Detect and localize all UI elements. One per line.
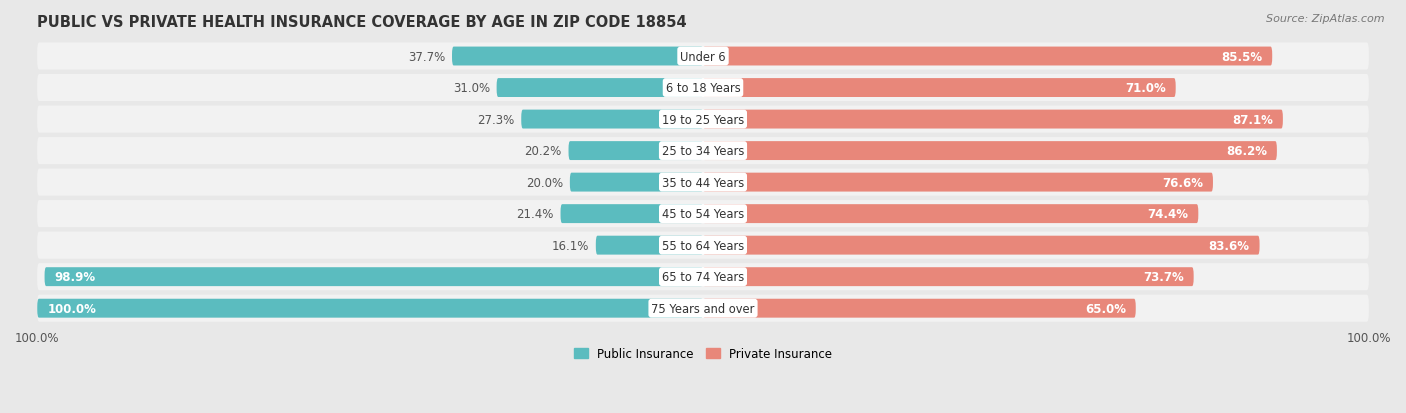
- Text: 74.4%: 74.4%: [1147, 208, 1188, 221]
- Text: 98.9%: 98.9%: [55, 271, 96, 283]
- FancyBboxPatch shape: [37, 138, 1369, 165]
- Text: 19 to 25 Years: 19 to 25 Years: [662, 113, 744, 126]
- FancyBboxPatch shape: [37, 43, 1369, 70]
- Text: 35 to 44 Years: 35 to 44 Years: [662, 176, 744, 189]
- Text: 86.2%: 86.2%: [1226, 145, 1267, 158]
- FancyBboxPatch shape: [569, 173, 703, 192]
- FancyBboxPatch shape: [37, 75, 1369, 102]
- Text: 100.0%: 100.0%: [48, 302, 96, 315]
- FancyBboxPatch shape: [37, 232, 1369, 259]
- Text: 25 to 34 Years: 25 to 34 Years: [662, 145, 744, 158]
- Text: 65 to 74 Years: 65 to 74 Years: [662, 271, 744, 283]
- Text: 55 to 64 Years: 55 to 64 Years: [662, 239, 744, 252]
- FancyBboxPatch shape: [522, 110, 703, 129]
- Legend: Public Insurance, Private Insurance: Public Insurance, Private Insurance: [569, 342, 837, 365]
- Text: 65.0%: 65.0%: [1085, 302, 1126, 315]
- Text: 31.0%: 31.0%: [453, 82, 489, 95]
- Text: 75 Years and over: 75 Years and over: [651, 302, 755, 315]
- FancyBboxPatch shape: [37, 299, 703, 318]
- Text: Source: ZipAtlas.com: Source: ZipAtlas.com: [1267, 14, 1385, 24]
- Text: 37.7%: 37.7%: [408, 50, 446, 63]
- FancyBboxPatch shape: [561, 205, 703, 223]
- Text: PUBLIC VS PRIVATE HEALTH INSURANCE COVERAGE BY AGE IN ZIP CODE 18854: PUBLIC VS PRIVATE HEALTH INSURANCE COVER…: [37, 15, 688, 30]
- Text: 85.5%: 85.5%: [1220, 50, 1263, 63]
- FancyBboxPatch shape: [37, 106, 1369, 133]
- Text: 20.2%: 20.2%: [524, 145, 562, 158]
- FancyBboxPatch shape: [703, 47, 1272, 66]
- FancyBboxPatch shape: [703, 299, 1136, 318]
- FancyBboxPatch shape: [703, 268, 1194, 287]
- Text: 16.1%: 16.1%: [551, 239, 589, 252]
- FancyBboxPatch shape: [703, 142, 1277, 161]
- FancyBboxPatch shape: [45, 268, 703, 287]
- FancyBboxPatch shape: [37, 263, 1369, 290]
- FancyBboxPatch shape: [703, 110, 1282, 129]
- FancyBboxPatch shape: [703, 79, 1175, 98]
- Text: 27.3%: 27.3%: [478, 113, 515, 126]
- FancyBboxPatch shape: [37, 201, 1369, 228]
- Text: 6 to 18 Years: 6 to 18 Years: [665, 82, 741, 95]
- FancyBboxPatch shape: [496, 79, 703, 98]
- FancyBboxPatch shape: [703, 205, 1198, 223]
- Text: 21.4%: 21.4%: [516, 208, 554, 221]
- FancyBboxPatch shape: [37, 295, 1369, 322]
- Text: 73.7%: 73.7%: [1143, 271, 1184, 283]
- Text: 20.0%: 20.0%: [526, 176, 564, 189]
- Text: 71.0%: 71.0%: [1125, 82, 1166, 95]
- Text: 87.1%: 87.1%: [1232, 113, 1272, 126]
- FancyBboxPatch shape: [37, 169, 1369, 196]
- Text: 83.6%: 83.6%: [1209, 239, 1250, 252]
- FancyBboxPatch shape: [703, 236, 1260, 255]
- Text: 76.6%: 76.6%: [1161, 176, 1204, 189]
- FancyBboxPatch shape: [568, 142, 703, 161]
- FancyBboxPatch shape: [596, 236, 703, 255]
- FancyBboxPatch shape: [703, 173, 1213, 192]
- Text: 45 to 54 Years: 45 to 54 Years: [662, 208, 744, 221]
- Text: Under 6: Under 6: [681, 50, 725, 63]
- FancyBboxPatch shape: [451, 47, 703, 66]
